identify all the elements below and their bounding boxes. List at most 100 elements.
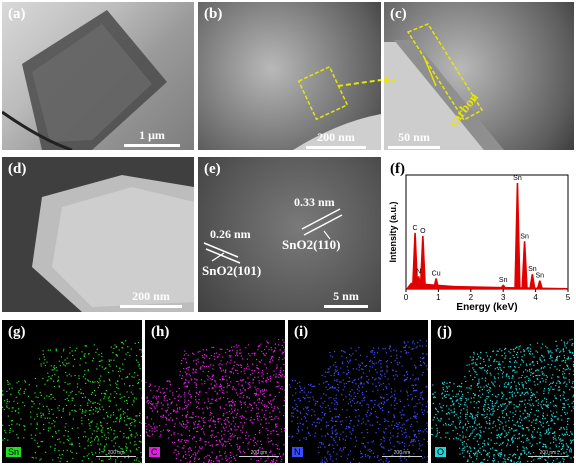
map-pixel xyxy=(421,345,424,347)
map-pixel xyxy=(505,382,507,384)
map-pixel xyxy=(292,406,294,408)
map-pixel xyxy=(540,435,542,437)
map-pixel xyxy=(106,428,109,430)
map-pixel xyxy=(367,432,369,434)
map-pixel xyxy=(564,407,566,409)
map-pixel xyxy=(512,442,514,444)
map-pixel xyxy=(67,430,69,433)
map-pixel xyxy=(184,439,186,441)
map-pixel xyxy=(185,441,187,444)
map-pixel xyxy=(505,413,508,415)
map-pixel xyxy=(230,423,232,425)
map-pixel xyxy=(210,461,212,463)
map-pixel xyxy=(284,396,285,398)
map-pixel xyxy=(343,372,345,374)
map-pixel xyxy=(529,364,531,366)
map-pixel xyxy=(327,371,329,373)
map-pixel xyxy=(473,437,475,440)
map-pixel xyxy=(264,404,266,406)
map-pixel xyxy=(235,389,237,391)
map-pixel xyxy=(508,420,510,422)
map-pixel xyxy=(566,433,568,435)
map-pixel xyxy=(404,380,406,382)
map-pixel xyxy=(503,417,505,419)
map-pixel xyxy=(496,434,498,436)
map-pixel xyxy=(87,404,89,406)
map-pixel xyxy=(513,351,515,353)
map-pixel xyxy=(219,406,221,408)
map-pixel xyxy=(183,426,185,428)
map-pixel xyxy=(509,397,511,399)
map-pixel xyxy=(369,366,371,368)
map-pixel xyxy=(15,396,17,398)
map-pixel xyxy=(527,427,529,429)
map-pixel xyxy=(358,369,360,371)
map-pixel xyxy=(472,367,474,369)
map-pixel xyxy=(489,387,492,389)
map-pixel xyxy=(451,390,454,392)
map-pixel xyxy=(87,402,89,404)
map-pixel xyxy=(524,403,526,405)
map-pixel xyxy=(330,355,332,357)
map-pixel xyxy=(243,421,246,424)
map-pixel xyxy=(237,372,239,375)
map-pixel xyxy=(383,447,385,449)
map-pixel xyxy=(566,343,568,345)
map-pixel xyxy=(240,371,242,373)
map-pixel xyxy=(441,393,443,395)
map-pixel xyxy=(257,452,259,454)
n-map-dots xyxy=(288,339,428,463)
x-tick-label-5: 5 xyxy=(566,293,571,302)
map-pixel xyxy=(374,410,376,413)
map-pixel xyxy=(40,363,42,365)
map-pixel xyxy=(353,425,355,427)
map-pixel xyxy=(240,404,242,406)
map-pixel xyxy=(446,382,448,384)
map-pixel xyxy=(134,397,136,399)
map-pixel xyxy=(387,449,390,451)
map-pixel xyxy=(34,452,36,454)
map-pixel xyxy=(237,394,239,396)
map-pixel xyxy=(194,381,196,384)
map-pixel xyxy=(315,402,317,404)
map-pixel xyxy=(386,399,388,402)
map-pixel xyxy=(380,363,382,365)
map-pixel xyxy=(456,433,459,435)
map-pixel xyxy=(395,425,397,427)
map-pixel xyxy=(186,405,188,407)
map-pixel xyxy=(371,361,373,363)
map-pixel xyxy=(58,409,60,411)
map-pixel xyxy=(201,428,203,430)
map-pixel xyxy=(134,436,136,438)
map-pixel xyxy=(64,426,66,428)
map-pixel xyxy=(134,342,136,344)
map-pixel xyxy=(87,440,89,442)
map-pixel xyxy=(357,424,359,426)
map-pixel xyxy=(98,354,100,356)
map-pixel xyxy=(258,431,260,434)
map-pixel xyxy=(570,447,572,449)
map-pixel xyxy=(556,359,558,361)
map-pixel xyxy=(554,360,556,362)
map-pixel xyxy=(230,439,232,441)
map-pixel xyxy=(435,407,437,409)
map-pixel xyxy=(432,402,434,404)
map-pixel xyxy=(481,446,484,448)
map-pixel xyxy=(196,379,198,381)
map-pixel xyxy=(230,428,232,430)
map-pixel xyxy=(554,366,556,368)
map-pixel xyxy=(186,439,188,441)
map-pixel xyxy=(549,367,551,369)
map-pixel xyxy=(522,441,524,443)
map-pixel xyxy=(545,345,547,347)
map-pixel xyxy=(247,344,250,346)
map-pixel xyxy=(480,386,482,388)
map-pixel xyxy=(264,395,266,398)
map-pixel xyxy=(52,413,54,415)
map-pixel xyxy=(549,351,551,353)
map-pixel xyxy=(528,352,531,354)
map-pixel xyxy=(266,405,268,407)
map-pixel xyxy=(184,350,186,352)
map-pixel xyxy=(330,419,332,421)
map-pixel xyxy=(265,410,267,412)
